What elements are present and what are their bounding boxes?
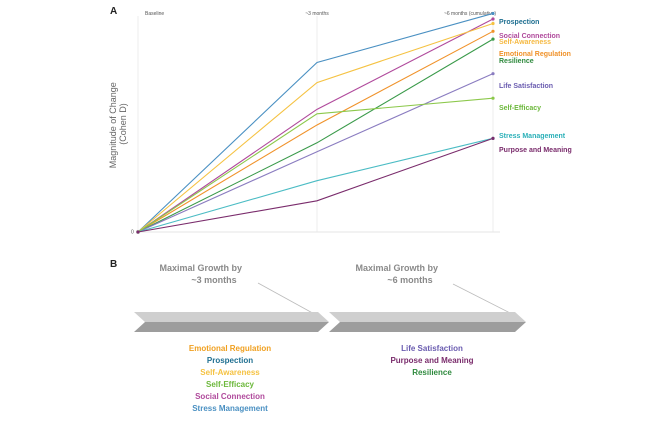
- series-line-4: [137, 38, 494, 233]
- panel-a-label: A: [110, 6, 117, 17]
- phase2-arrow-top: [329, 312, 526, 322]
- phase1-title-line1: Maximal Growth by: [159, 263, 242, 273]
- series-line-5: [137, 73, 494, 233]
- phase2-list: Life Satisfaction Purpose and Meaning Resi…: [390, 344, 473, 377]
- phase2-title-line2: ~6 months: [387, 275, 432, 285]
- phase2-list-item-2: Resilience: [412, 368, 452, 377]
- series-point-4-2: [491, 37, 495, 41]
- series-label-8: Purpose and Meaning: [499, 147, 572, 154]
- series-label-7: Stress Management: [499, 133, 566, 140]
- series-label-0: Prospection: [499, 19, 539, 26]
- series-point-5-2: [491, 72, 495, 76]
- series-label-2: Self-Awareness: [499, 39, 551, 46]
- phase1-title-line2: ~3 months: [191, 275, 236, 285]
- x-tick-label-2: ~6 months (cumulative): [444, 11, 496, 17]
- phase1-arrow-bottom: [134, 322, 329, 332]
- series-point-6-2: [491, 96, 495, 100]
- series-line-2: [137, 22, 494, 233]
- phase1-list-item-2: Self-Awareness: [200, 368, 260, 377]
- y-axis-label-line1: Magnitude of Change: [108, 82, 118, 168]
- series-label-6: Self-Efficacy: [499, 105, 541, 112]
- y-tick-label-zero: 0: [131, 230, 134, 236]
- phase2-title: Maximal Growth by ~6 months: [355, 263, 440, 285]
- y-axis-label: Magnitude of Change (Cohen D): [108, 80, 128, 169]
- series-label-1: Social Connection: [499, 33, 560, 40]
- series-point-3-2: [491, 29, 495, 33]
- x-tick-labels: Baseline ~3 months ~6 months (cumulative): [145, 11, 496, 17]
- x-tick-label-0: Baseline: [145, 11, 164, 17]
- chart-grid: [137, 16, 500, 233]
- phase1-list-item-1: Prospection: [207, 356, 253, 365]
- series-label-5: Life Satisfaction: [499, 83, 553, 90]
- series-point-2-2: [491, 21, 495, 26]
- phase2-arrow-bottom: [329, 322, 526, 332]
- phase1-title: Maximal Growth by ~3 months: [159, 263, 244, 285]
- series-line-3: [137, 30, 494, 233]
- phase1-list-item-0: Emotional Regulation: [189, 344, 271, 353]
- phase2-title-line1: Maximal Growth by: [355, 263, 438, 273]
- phase2-list-item-0: Life Satisfaction: [401, 344, 463, 353]
- phase1-list-item-4: Social Connection: [195, 392, 265, 401]
- phase1-connector: [257, 282, 319, 317]
- phase2-list-item-1: Purpose and Meaning: [390, 356, 473, 365]
- panel-b-label: B: [110, 259, 117, 270]
- phase1-list-item-3: Self-Efficacy: [206, 380, 255, 389]
- series-label-3: Emotional Regulation: [499, 51, 571, 58]
- series-point-1-2: [491, 17, 495, 21]
- series-point-0-2: [491, 11, 495, 16]
- series-line-6: [137, 97, 494, 233]
- phase2-connector: [452, 283, 517, 317]
- series-line-0: [137, 12, 494, 233]
- series-line-7: [137, 137, 494, 233]
- phase1-list-item-5: Stress Management: [192, 404, 268, 413]
- series-line-8: [137, 137, 494, 233]
- series-lines: [137, 12, 494, 233]
- series-points: [136, 11, 495, 234]
- y-axis-label-line2: (Cohen D): [118, 103, 128, 145]
- series-labels: Prospection Social ConnectionSelf-Awarene…: [499, 19, 572, 154]
- phase1-arrow-top: [134, 312, 329, 322]
- series-line-1: [137, 18, 494, 233]
- series-point-8-2: [491, 136, 495, 140]
- x-tick-label-1: ~3 months: [305, 11, 329, 17]
- phase1-list: Emotional Regulation Prospection Self-Awar…: [189, 344, 271, 413]
- series-label-4: Resilience: [499, 58, 534, 65]
- series-point-8-0: [136, 230, 140, 234]
